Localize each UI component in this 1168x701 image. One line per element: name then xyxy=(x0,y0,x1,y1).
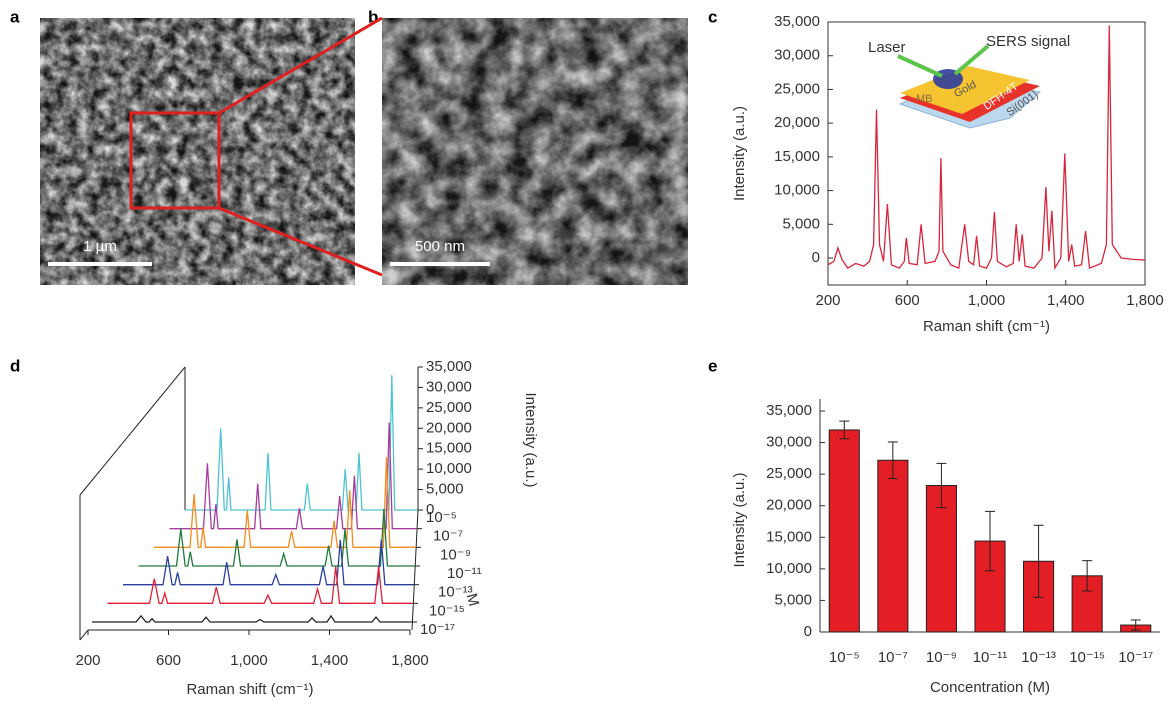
x-axis-label: Concentration (M) xyxy=(930,679,1050,696)
depth-label: 10⁻¹³ xyxy=(438,584,473,601)
zoom-box xyxy=(129,111,221,210)
scale-label: 500 nm xyxy=(415,238,465,255)
frame-line xyxy=(79,366,186,496)
zoom-line xyxy=(218,206,383,277)
x-tick-label: 600 xyxy=(156,652,181,669)
sem-texture xyxy=(382,18,688,285)
y-tick-label: 10,000 xyxy=(766,560,812,577)
x-tick-label: 1,000 xyxy=(968,292,1006,309)
y-axis-label: Intensity (a.u.) xyxy=(731,106,748,201)
y-tick-label: 35,000 xyxy=(426,358,472,375)
zoom-line xyxy=(218,16,383,115)
y-axis-label: Intensity (a.u.) xyxy=(522,392,539,487)
box-frame xyxy=(79,366,419,641)
y-tick-label: 15,000 xyxy=(774,148,820,165)
spectrum-line xyxy=(154,457,416,548)
x-tick-label: 1,000 xyxy=(230,652,268,669)
y-tick-label: 5,000 xyxy=(426,481,464,498)
y-tick-label: 20,000 xyxy=(426,419,472,436)
panel-label: a xyxy=(10,7,20,26)
panel-label: e xyxy=(708,356,717,375)
sem-texture xyxy=(40,18,355,285)
y-tick-label: 30,000 xyxy=(426,378,472,395)
y-tick-label: 0 xyxy=(812,249,820,266)
x-tick-label: 10⁻⁷ xyxy=(878,649,908,666)
x-tick-label: 1,800 xyxy=(1126,292,1164,309)
y-tick-label: 5,000 xyxy=(782,215,820,232)
panel-label: b xyxy=(368,7,378,26)
x-tick-label: 200 xyxy=(815,292,840,309)
laser-beam xyxy=(897,54,943,78)
depth-label: 10⁻⁵ xyxy=(426,509,457,526)
y-tick-label: 20,000 xyxy=(766,497,812,514)
spectrum-line xyxy=(138,508,415,567)
y-tick-label: 15,000 xyxy=(766,528,812,545)
y-tick-label: 30,000 xyxy=(766,434,812,451)
x-tick-label: 10⁻⁵ xyxy=(829,649,860,666)
inset-label: MB xyxy=(916,93,933,105)
bar xyxy=(828,429,860,633)
frame-line xyxy=(79,629,89,641)
y-tick-label: 15,000 xyxy=(426,440,472,457)
spectrum-line xyxy=(107,566,413,604)
spectrum-line xyxy=(92,614,412,623)
depth-label: 10⁻¹¹ xyxy=(447,565,482,582)
signal-beam xyxy=(953,44,990,76)
bar xyxy=(877,459,909,633)
y-tick-label: 0 xyxy=(426,501,434,518)
y-tick-label: 25,000 xyxy=(426,399,472,416)
y-tick-label: 25,000 xyxy=(774,80,820,97)
inset-label: Laser xyxy=(868,39,906,56)
y-tick-label: 5,000 xyxy=(774,591,812,608)
x-tick-label: 10⁻⁹ xyxy=(926,649,957,666)
inset: Laser SERS signal MB Gold DFH-4T Si(001) xyxy=(868,33,1070,129)
panel-label: d xyxy=(10,356,20,375)
x-tick-label: 1,400 xyxy=(311,652,349,669)
x-tick-label: 1,800 xyxy=(391,652,429,669)
x-axis-label: Raman shift (cm⁻¹) xyxy=(923,318,1050,335)
y-axis-label: Intensity (a.u.) xyxy=(731,472,748,567)
x-tick-label: 600 xyxy=(895,292,920,309)
bar xyxy=(925,485,957,633)
x-tick-label: 10⁻¹¹ xyxy=(973,649,1008,666)
scale-label: 1 µm xyxy=(83,238,117,255)
depth-label: 10⁻⁹ xyxy=(440,546,471,563)
y-tick-label: 25,000 xyxy=(766,465,812,482)
panel-label: c xyxy=(708,7,717,26)
y-tick-label: 0 xyxy=(804,623,812,640)
gold-layer xyxy=(900,66,1030,114)
frame-line xyxy=(411,509,419,631)
y-tick-label: 10,000 xyxy=(426,460,472,477)
x-tick-label: 10⁻¹³ xyxy=(1021,649,1056,666)
spectrum-line xyxy=(827,25,1146,271)
x-tick-label: 1,400 xyxy=(1047,292,1085,309)
x-axis-label: Raman shift (cm⁻¹) xyxy=(186,681,313,698)
depth-label: 10⁻¹⁷ xyxy=(420,621,455,638)
y-tick-label: 30,000 xyxy=(774,47,820,64)
depth-label: 10⁻¹⁵ xyxy=(429,602,465,619)
spectrum-line xyxy=(185,375,418,511)
y-tick-label: 35,000 xyxy=(766,402,812,419)
depth-axis-label: M xyxy=(463,592,483,608)
spectrum-line xyxy=(169,422,417,530)
x-tick-label: 10⁻¹⁵ xyxy=(1069,649,1105,666)
y-tick-label: 35,000 xyxy=(774,13,820,30)
y-tick-label: 10,000 xyxy=(774,182,820,199)
x-tick-label: 10⁻¹⁷ xyxy=(1118,649,1153,666)
depth-label: 10⁻⁷ xyxy=(433,528,463,545)
x-tick-label: 200 xyxy=(75,652,100,669)
inset-label: SERS signal xyxy=(986,33,1070,50)
y-tick-label: 20,000 xyxy=(774,114,820,131)
spectrum-line xyxy=(123,539,414,586)
